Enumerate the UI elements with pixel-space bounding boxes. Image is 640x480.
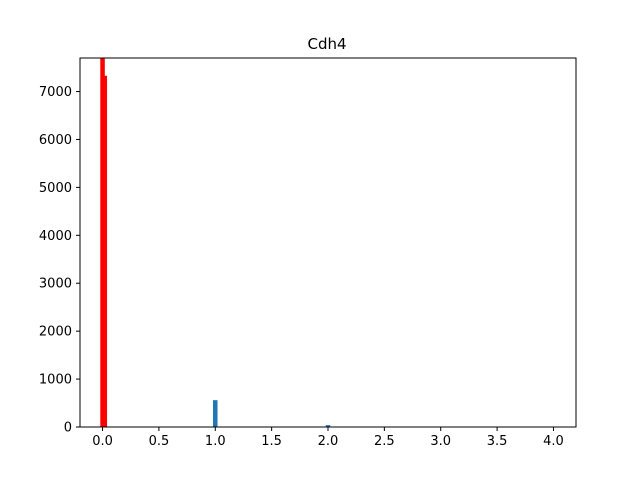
x-tick-label: 1.0: [205, 434, 226, 449]
bar-series-0-1: [325, 425, 331, 427]
x-tick-label: 4.0: [543, 434, 564, 449]
y-tick-label: 1000: [39, 373, 72, 388]
x-tick-label: 0.5: [149, 434, 170, 449]
y-tick-label: 4000: [39, 229, 72, 244]
y-tick-label: 0: [64, 421, 72, 436]
x-axis: 0.0 0.5 1.0 1.5 2.0 2.5 3.0 3.5 4.0: [92, 427, 564, 449]
x-tick-label: 3.5: [487, 434, 508, 449]
x-tick-label: 0.0: [92, 434, 113, 449]
y-tick-label: 2000: [39, 325, 72, 340]
y-tick-label: 5000: [39, 181, 72, 196]
bar-series-1-1: [102, 75, 108, 427]
chart-title: Cdh4: [307, 35, 346, 53]
x-tick-label: 3.0: [430, 434, 451, 449]
bars-layer: [100, 58, 331, 427]
x-tick-label: 2.0: [318, 434, 339, 449]
x-tick-label: 2.5: [374, 434, 395, 449]
y-axis: 0 1000 2000 3000 4000 5000 6000 7000: [39, 85, 80, 436]
y-tick-label: 6000: [39, 133, 72, 148]
y-tick-label: 7000: [39, 85, 72, 100]
x-tick-label: 1.5: [261, 434, 282, 449]
y-tick-label: 3000: [39, 277, 72, 292]
bar-series-0-0: [213, 400, 218, 427]
plot-frame: [79, 57, 577, 428]
